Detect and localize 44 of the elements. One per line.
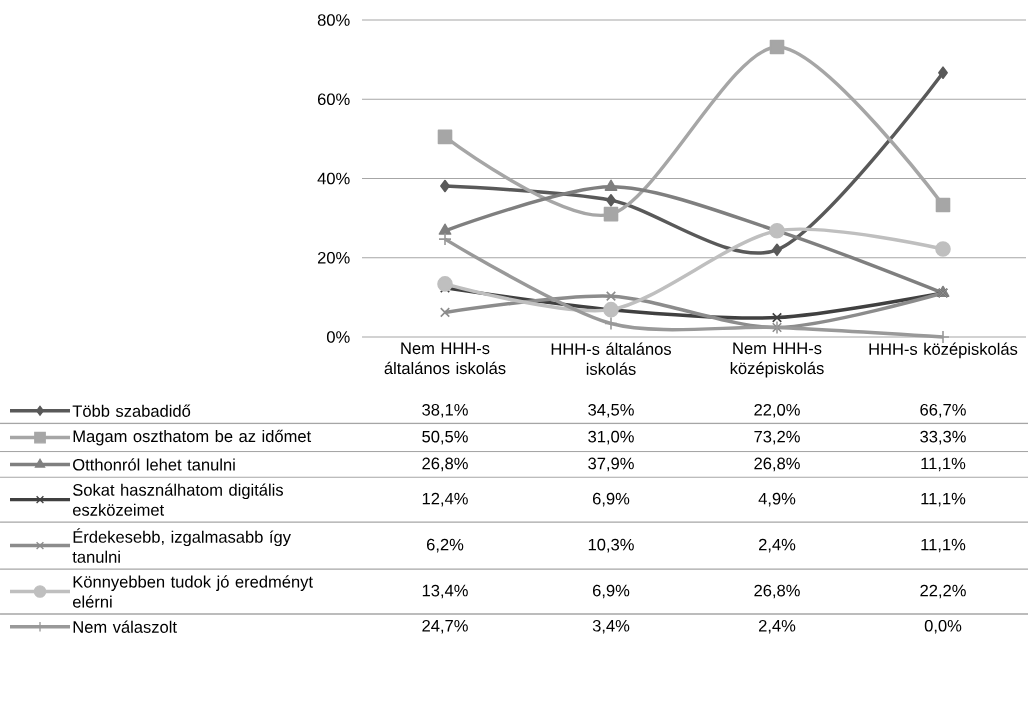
data-label: 6,9% <box>593 492 630 507</box>
data-label: 6,9% <box>593 584 630 599</box>
data-label: 3,4% <box>592 619 630 634</box>
x-tick-label: Nem HHH-s középiskolás <box>730 342 824 378</box>
data-label: 38,1% <box>422 403 468 418</box>
legend-label: Magam oszthatom be az időmet <box>73 429 312 446</box>
data-label: 22,2% <box>920 584 966 599</box>
data-label: 2,4% <box>759 538 796 553</box>
y-tick-label: 80% <box>317 14 350 26</box>
legend-label: Otthonról lehet tanulni <box>73 458 235 471</box>
x-tick-label: HHH-s középiskolás <box>869 342 1018 359</box>
data-label: 11,1% <box>921 457 966 472</box>
x-tick-label: Nem HHH-s általános iskolás <box>384 342 506 375</box>
legend-label: Könnyebben tudok jó eredményt elérni <box>72 575 313 608</box>
data-label: 10,3% <box>588 538 634 553</box>
y-tick-label: 40% <box>317 172 350 185</box>
y-tick-label: 0% <box>326 331 350 343</box>
data-label: 6,2% <box>427 538 464 553</box>
x-tick-label: HHH-s általános iskolás <box>551 342 672 375</box>
data-label: 12,4% <box>422 492 468 507</box>
data-label: 24,7% <box>422 619 468 634</box>
data-label: 50,5% <box>422 430 468 445</box>
legend-label: Több szabadidő <box>72 404 191 417</box>
data-label: 11,1% <box>921 492 966 507</box>
y-tick-label: 60% <box>317 93 350 106</box>
legend-label: Sokat használhatom digitális eszközeimet <box>72 483 284 516</box>
data-label: 31,0% <box>588 430 634 445</box>
data-label: 26,8% <box>754 584 800 599</box>
data-label: 33,3% <box>920 430 966 445</box>
legend-label: Nem válaszolt <box>73 620 177 633</box>
data-label: 4,9% <box>758 492 796 507</box>
data-label: 13,4% <box>422 584 468 599</box>
data-label: 73,2% <box>754 430 800 445</box>
legend-label: Érdekesebb, izgalmasabb így tanulni <box>72 528 291 563</box>
data-label: 34,5% <box>588 403 634 418</box>
data-label: 22,0% <box>754 403 800 418</box>
data-label: 11,1% <box>921 538 966 553</box>
y-tick-label: 20% <box>317 251 350 264</box>
data-label: 66,7% <box>920 403 966 418</box>
data-label: 37,9% <box>588 457 634 472</box>
data-label: 0,0% <box>924 619 962 634</box>
data-label: 26,8% <box>754 457 800 472</box>
data-label: 26,8% <box>422 457 468 472</box>
data-label: 2,4% <box>759 619 796 634</box>
